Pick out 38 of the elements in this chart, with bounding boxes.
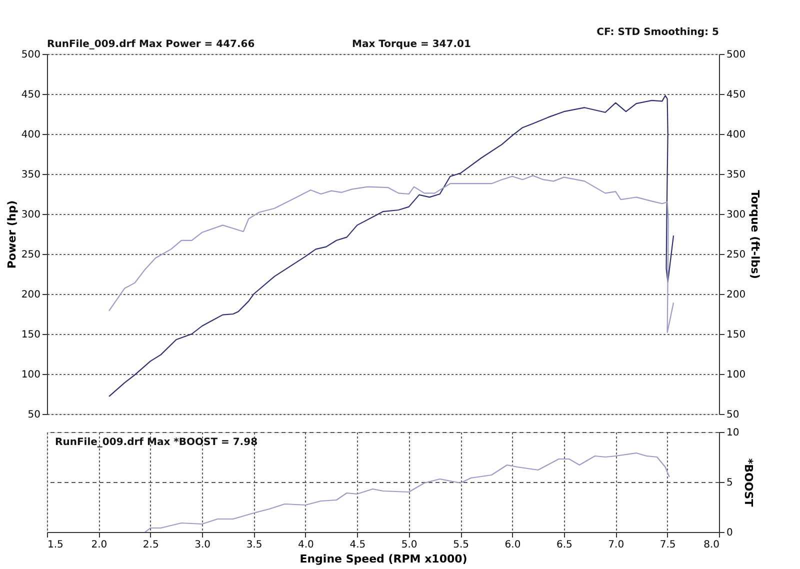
x-tick-label: 3.0 — [194, 540, 211, 550]
text: CF: STD Smoothing: 5 — [596, 27, 720, 38]
x-tick-label: 1.5 — [48, 540, 64, 550]
x-tick-label: 2.5 — [142, 540, 159, 550]
x-axis-title: Engine Speed (RPM x1000) — [300, 552, 468, 566]
y-tick-label: 5 — [726, 478, 733, 488]
y-tick-label: 0 — [726, 528, 733, 538]
text: Max Torque = 347.01 — [352, 39, 471, 50]
x-tick-label: 8.0 — [704, 540, 720, 550]
y-tick-label: 450 — [21, 90, 40, 100]
line-series — [108, 95, 674, 397]
annotation: RunFile_009.drf Max *BOOST = 7.98 — [55, 437, 258, 448]
x-tick-label: 6.5 — [556, 540, 572, 550]
y-tick-label: 50 — [28, 410, 40, 420]
y-tick-label: 500 — [21, 50, 40, 60]
line-series — [144, 452, 670, 532]
y-tick-label: 300 — [21, 210, 40, 220]
y-tick-label: 10 — [726, 428, 740, 438]
y2-axis-title: Torque (ft-lbs) — [748, 190, 762, 279]
x-tick-label: 4.0 — [298, 540, 314, 550]
text: RunFile_009.drf Max Power = 447.66 — [47, 39, 255, 50]
x-tick-label: 6.0 — [504, 540, 521, 550]
x-tick-label: 7.5 — [660, 540, 676, 550]
x-tick-label: 4.5 — [350, 540, 366, 550]
y-axis-title: Power (hp) — [5, 200, 18, 269]
y-tick-label: 250 — [21, 250, 40, 260]
line-series — [108, 175, 674, 333]
y-tick-label: 400 — [21, 130, 40, 140]
x-tick-label: 7.0 — [608, 540, 624, 550]
y-tick-label: 350 — [21, 170, 40, 180]
x-tick-label: 5.0 — [401, 540, 418, 550]
y-axis-title: *BOOST — [742, 458, 756, 508]
x-tick-label: 5.5 — [453, 540, 469, 550]
y-tick-label: 150 — [21, 330, 40, 340]
x-tick-label: 2.0 — [91, 540, 108, 550]
y-tick-label: 100 — [21, 370, 40, 380]
y-tick-label: 200 — [21, 290, 40, 300]
x-tick-label: 3.5 — [246, 540, 262, 550]
